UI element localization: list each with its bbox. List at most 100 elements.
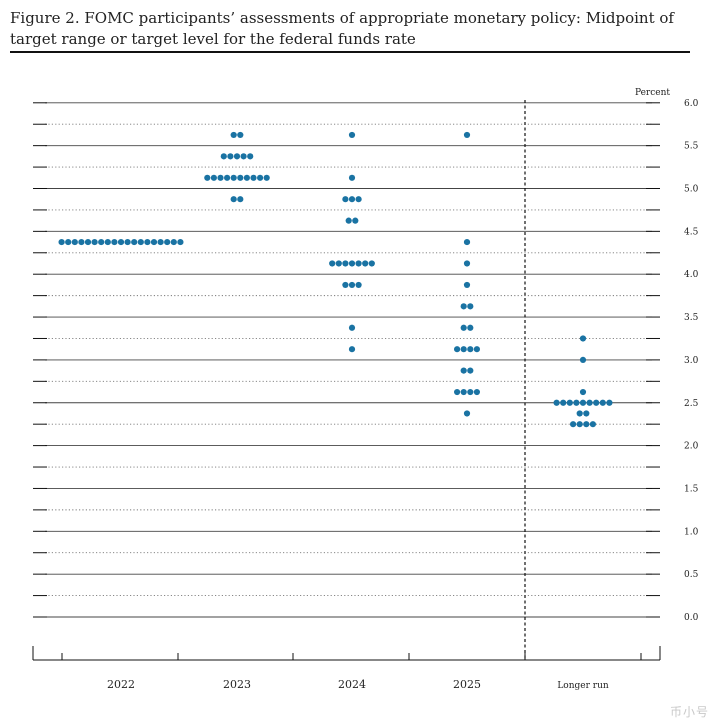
x-category-label: 2023 [223,678,251,691]
participant-dot [65,238,72,246]
participant-dot [247,153,254,160]
participant-dot [606,399,613,406]
participant-dot [342,281,349,289]
participant-dot [593,399,600,406]
participant-dot [368,260,375,267]
y-tick-label: 2.5 [684,399,699,409]
participant-dot [473,346,480,353]
participant-dot [104,238,111,246]
gridlines [33,100,660,660]
participant-dot [84,238,92,246]
participant-dot [220,153,227,160]
y-tick-label: 3.5 [684,313,699,323]
participant-dot [250,174,257,181]
participant-dot [573,399,580,406]
participant-dot [177,238,184,246]
participant-dot [355,196,362,203]
participant-dot [348,260,356,267]
participant-dot [342,260,349,267]
participant-dot [579,399,587,406]
y-tick-label: 5.0 [684,185,699,195]
participant-dot [227,153,234,160]
y-tick-label: 1.5 [684,484,699,494]
participant-dot [237,196,244,203]
participant-dot [150,238,158,246]
participant-dot [210,174,217,181]
y-tick-label: 4.0 [684,270,699,280]
participant-dot [473,388,480,396]
participant-dot [131,238,138,246]
watermark-text: 币小号 [669,705,709,719]
y-tick-label: 4.5 [684,227,699,237]
participant-dot [348,324,356,331]
participant-dot [463,131,471,139]
participant-dot [164,238,171,246]
participant-dot [170,238,177,246]
y-tick-label: 0.5 [684,570,699,580]
participant-dot [467,388,474,396]
participant-dot [553,399,560,406]
x-category-label: Longer run [557,681,609,691]
participant-dot [362,260,369,267]
participant-dot [237,174,244,181]
participant-dot [224,174,231,181]
figure-title: Figure 2. FOMC participants’ assessments… [10,9,674,48]
participant-dot [463,238,471,246]
participant-dot [257,174,264,181]
participant-dot [237,131,244,139]
participant-dot [230,196,237,203]
participant-dot [71,238,78,246]
y-tick-label: 2.0 [684,442,699,452]
participant-dot [460,324,467,331]
participant-dot [566,399,573,406]
participant-dots [58,131,613,428]
participant-dot [454,388,461,396]
participant-dot [240,153,247,160]
participant-dot [467,324,474,331]
participant-dot [91,238,98,246]
y-tick-label: 3.0 [684,356,699,366]
participant-dot [111,238,118,246]
participant-dot [570,421,577,428]
participant-dot [579,335,587,342]
participant-dot [463,260,471,267]
x-category-label: 2025 [453,678,481,691]
participant-dot [589,421,597,428]
participant-dot [348,346,356,353]
y-tick-labels: 0.0 0.5 1.0 1.5 2.0 2.5 3.0 3.5 4.0 4.5 5.0 5.5 6.0 [684,99,699,623]
participant-dot [217,174,224,181]
participant-dot [467,303,474,310]
participant-dot [463,281,471,289]
participant-dot [342,196,349,203]
participant-dot [233,153,241,160]
x-axis: 2022 2023 2024 2025 Longer run [32,646,661,691]
y-unit-label: Percent [635,88,670,98]
participant-dot [243,174,250,181]
participant-dot [117,238,125,246]
participant-dot [599,399,606,406]
y-tick-label: 0.0 [684,613,699,623]
participant-dot [230,131,237,139]
title-underline [10,51,690,53]
participant-dot [157,238,164,246]
participant-dot [355,260,362,267]
participant-dot [78,238,85,246]
x-category-label: 2022 [107,678,135,691]
participant-dot [586,399,593,406]
participant-dot [460,346,467,353]
participant-dot [467,346,474,353]
participant-dot [335,260,342,267]
participant-dot [348,281,356,289]
y-tick-label: 1.0 [684,527,699,537]
y-tick-label: 5.5 [684,142,699,152]
participant-dot [576,421,583,428]
participant-dot [348,196,356,203]
participant-dot [460,388,467,396]
participant-dot [144,238,151,246]
x-category-label: 2024 [338,678,366,691]
participant-dot [137,238,144,246]
participant-dot [454,346,461,353]
participant-dot [348,174,356,181]
participant-dot [230,174,237,181]
